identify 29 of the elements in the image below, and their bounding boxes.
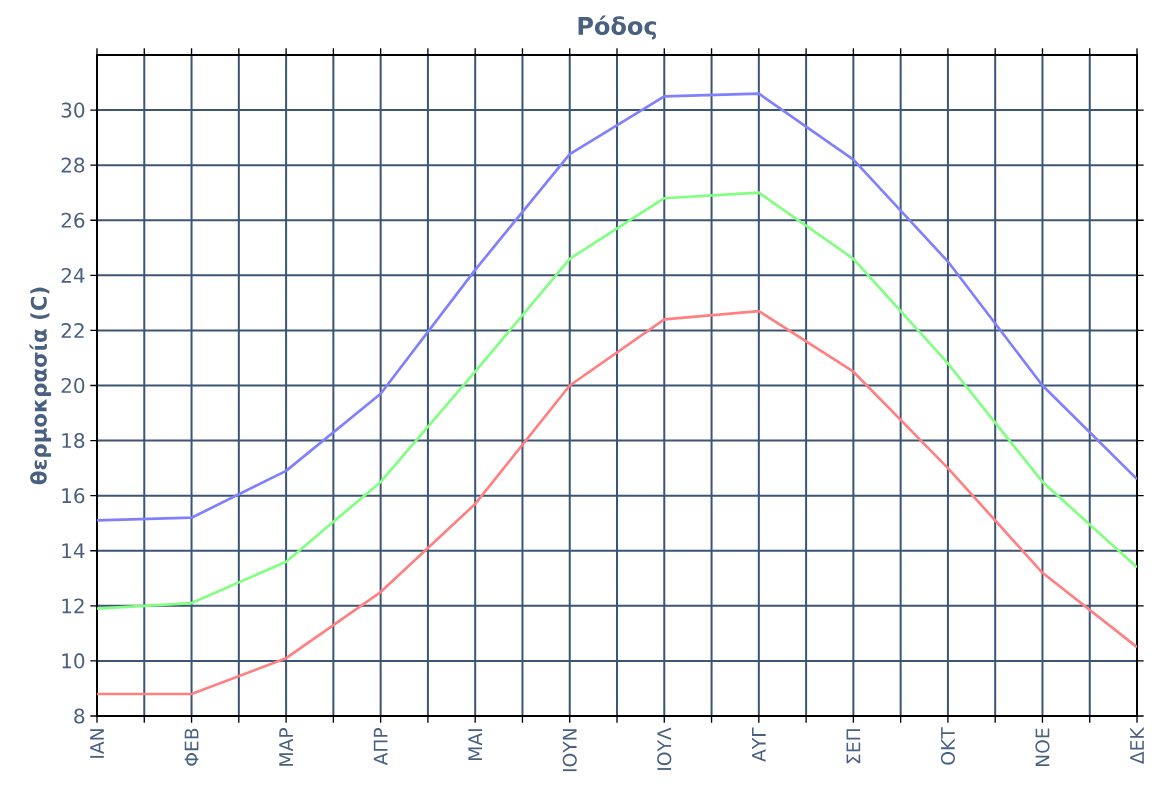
line-series: [97, 309, 1138, 696]
y-tick-label: 10: [62, 653, 85, 669]
y-tick-label: 28: [61, 157, 85, 173]
x-tick-label: ΙΟΥΛ: [657, 727, 672, 770]
x-tick-label: ΣΕΠ: [846, 729, 861, 764]
y-tick-label: 20: [61, 377, 85, 394]
y-tick-label: 8: [74, 708, 85, 724]
x-tick-label: ΑΥΓ: [752, 727, 766, 762]
x-tick-label: ΙΟΥΝ: [562, 729, 577, 772]
x-tick-label: ΝΟΕ: [1035, 728, 1050, 766]
y-tick-label: 14: [62, 543, 85, 559]
x-tick-label: ΟΚΤ: [940, 727, 955, 765]
x-tick-label: ΔΕΚ: [1130, 726, 1144, 765]
y-tick-label: 24: [61, 267, 85, 283]
x-tick-label: ΦΕΒ: [184, 728, 199, 766]
y-tick-label: 22: [61, 322, 84, 338]
line-series: [97, 191, 1138, 610]
line-series: [97, 92, 1138, 522]
chart-title: Ρόδος: [578, 15, 657, 40]
y-tick-label: 18: [62, 433, 85, 449]
y-tick-label: 16: [62, 488, 85, 504]
y-axis-title: θερμοκρασία (C): [29, 287, 52, 485]
y-tick-label: 30: [61, 102, 85, 118]
x-tick-label: ΜΑΡ: [279, 728, 293, 766]
x-tick-label: ΙΑΝ: [90, 729, 104, 758]
x-tick-label: ΑΠΡ: [373, 728, 388, 766]
y-tick-label: 12: [62, 598, 84, 614]
x-tick-label: ΜΑΙ: [468, 729, 482, 760]
y-tick-label: 26: [61, 212, 85, 228]
